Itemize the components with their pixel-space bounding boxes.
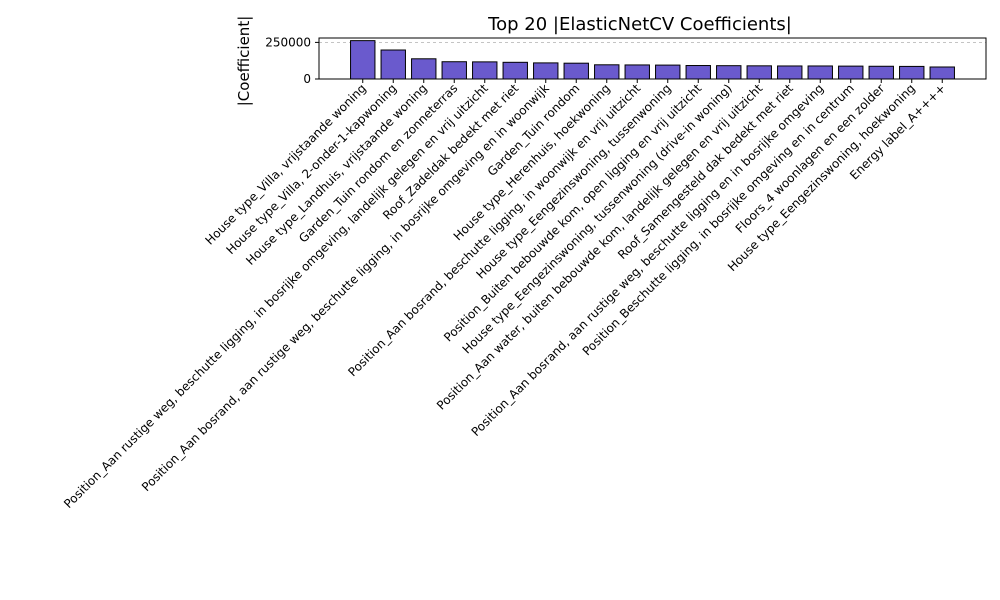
bar <box>929 66 955 80</box>
bar <box>624 64 650 80</box>
bar <box>899 65 925 80</box>
bar <box>533 62 559 80</box>
axes-layer <box>315 37 987 83</box>
bar <box>868 65 894 80</box>
x-tick-labels: House type_Villa, vrijstaande woningHous… <box>61 81 948 511</box>
y-tick-label: 250000 <box>265 35 311 49</box>
bar <box>777 65 803 80</box>
y-axis-label: |Coefficient| <box>235 16 253 107</box>
y-tick-label: 0 <box>303 72 311 86</box>
y-tick-labels: 0 250000 <box>265 35 311 86</box>
bar <box>716 65 742 80</box>
bar <box>350 40 376 80</box>
bar <box>807 65 833 80</box>
bar <box>655 64 681 80</box>
bar <box>502 61 528 80</box>
bar <box>380 49 406 80</box>
chart-title: Top 20 |ElasticNetCV Coefficients| <box>487 14 792 35</box>
bars-layer <box>350 40 955 80</box>
bar <box>838 65 864 80</box>
bar <box>472 61 498 80</box>
bar <box>441 61 467 80</box>
bar <box>746 65 772 80</box>
bar <box>685 65 711 80</box>
bar <box>563 62 589 80</box>
bar <box>411 58 437 80</box>
plot-frame <box>318 37 987 80</box>
bar <box>594 64 620 80</box>
